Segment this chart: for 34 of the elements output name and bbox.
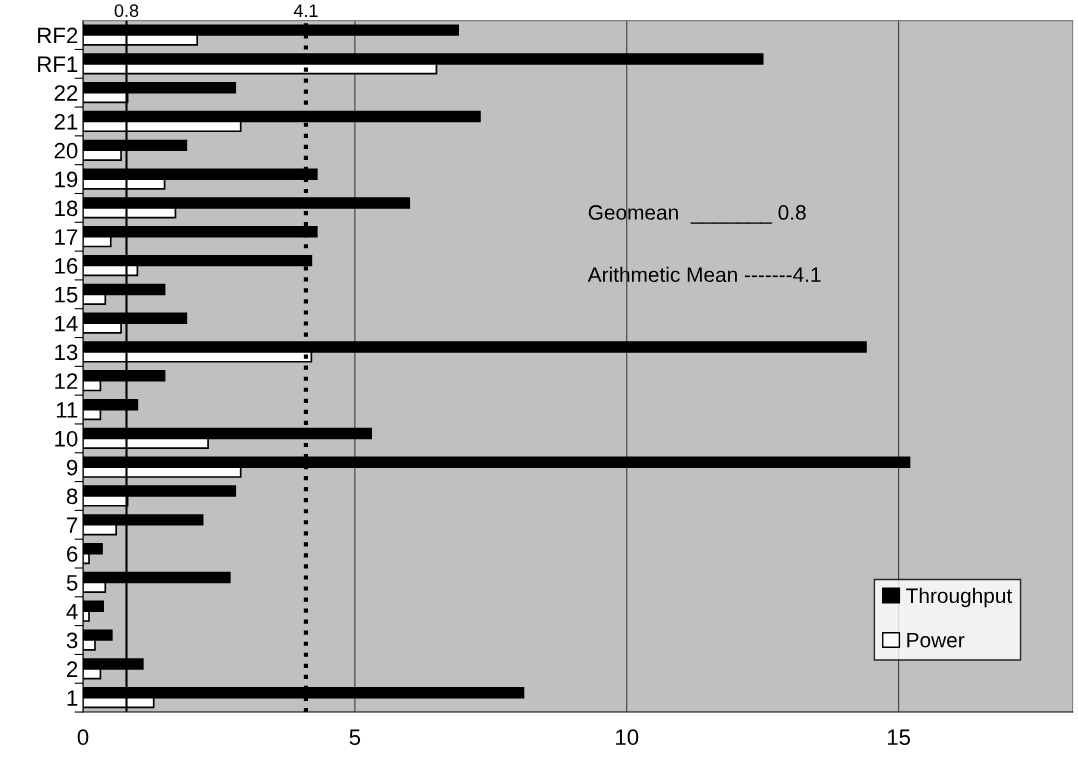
y-tick-label: RF2 — [38, 27, 78, 44]
y-tick-label: 15 — [55, 287, 78, 303]
annotation: Arithmetic Mean -------4.1 — [587, 266, 821, 283]
y-tick-label: 6 — [67, 546, 78, 562]
y-tick-label: 3 — [66, 632, 78, 649]
ref-line-label: 0.8 — [114, 4, 139, 18]
y-tick-label: RF1 — [38, 56, 78, 72]
x-tick-label: 0 — [77, 729, 89, 746]
y-tick-label: 18 — [55, 200, 78, 217]
x-tick-label: 15 — [887, 729, 911, 746]
legend-label: Throughput — [906, 587, 1013, 608]
y-tick-label: 10 — [55, 430, 78, 447]
legend-label: Power — [907, 632, 965, 648]
y-tick-label: 8 — [66, 488, 78, 505]
y-tick-label: 1 — [67, 690, 78, 706]
y-tick-label: 22 — [54, 85, 78, 101]
annotation: Geomean _______ 0.8 — [588, 205, 806, 224]
y-tick-label: 4 — [66, 603, 78, 620]
ref-line-label: 4.1 — [293, 4, 318, 17]
y-tick-label: 11 — [56, 402, 78, 418]
y-tick-label: 16 — [55, 258, 78, 274]
x-tick-label: 5 — [349, 729, 361, 746]
y-tick-label: 14 — [55, 315, 78, 332]
y-tick-label: 2 — [67, 661, 78, 677]
y-tick-label: 12 — [55, 373, 78, 389]
y-tick-label: 13 — [55, 344, 78, 361]
y-tick-label: 17 — [55, 229, 78, 245]
y-tick-label: 19 — [55, 171, 78, 188]
x-tick-label: 10 — [616, 729, 639, 746]
y-tick-label: 5 — [66, 575, 78, 591]
y-tick-label: 20 — [54, 142, 78, 159]
y-tick-label: 9 — [66, 459, 78, 476]
y-tick-label: 21 — [54, 113, 78, 130]
y-tick-label: 7 — [67, 517, 78, 533]
